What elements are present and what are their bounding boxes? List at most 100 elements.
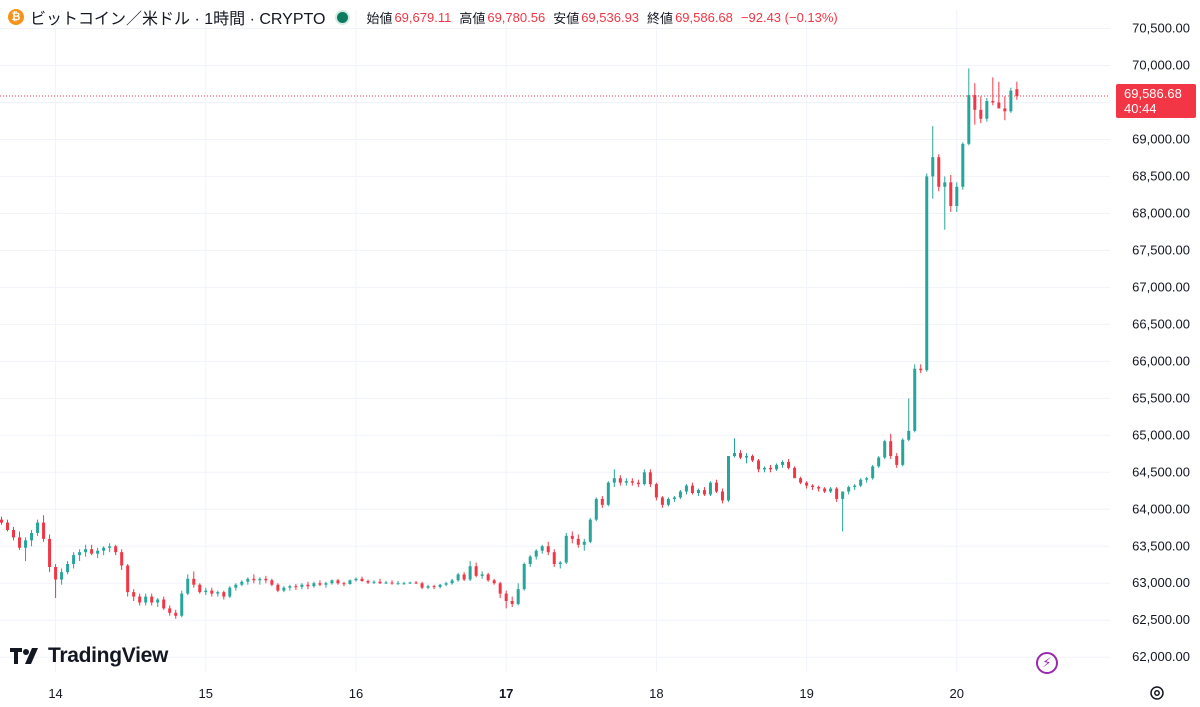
candle [492, 578, 496, 585]
candle-body [474, 566, 478, 576]
candle [336, 578, 340, 585]
candle [270, 578, 274, 587]
candle [859, 478, 863, 488]
candle [96, 547, 100, 559]
candle-body [444, 583, 448, 585]
candle-body [1015, 89, 1019, 97]
bar-countdown: 40:44 [1124, 101, 1157, 116]
lightning-icon[interactable]: ⚡ [1036, 652, 1058, 674]
gear-icon[interactable] [1148, 684, 1166, 702]
candle [955, 182, 959, 212]
candle [943, 176, 947, 230]
candle-body [841, 491, 845, 499]
candle-body [582, 541, 586, 545]
candle-body [877, 457, 881, 467]
market-status-dot-icon[interactable] [337, 11, 349, 23]
candle [180, 590, 184, 618]
candle-body [720, 491, 724, 501]
symbol-title[interactable]: ビットコイン／米ドル · 1時間 · CRYPTO [30, 11, 326, 28]
candle-body [240, 581, 244, 585]
candle [126, 564, 130, 597]
candle [871, 464, 875, 480]
candle [991, 77, 995, 106]
candle-body [42, 522, 46, 539]
candle [642, 469, 646, 486]
candle [901, 438, 905, 467]
candle [366, 579, 370, 584]
candle [12, 527, 16, 541]
candle-body [198, 584, 202, 593]
y-tick-label: 64,500.00 [1132, 464, 1190, 479]
candle-body [228, 587, 232, 597]
candle [0, 516, 4, 525]
candle [342, 581, 346, 587]
candle-body [678, 491, 682, 498]
candle [390, 580, 394, 585]
candle-body [991, 100, 995, 103]
candle [883, 439, 887, 459]
y-tick-label: 63,000.00 [1132, 575, 1190, 590]
candle-body [126, 565, 130, 593]
candle [624, 478, 628, 486]
y-tick-label: 66,000.00 [1132, 353, 1190, 368]
candle-body [408, 582, 412, 584]
candle [949, 174, 953, 212]
candle-body [1003, 108, 1007, 112]
high-value: 69,780.56 [487, 9, 546, 25]
candle [354, 577, 358, 582]
bitcoin-icon: ₿ [8, 9, 24, 25]
candle-body [546, 546, 550, 553]
candle-body [534, 550, 538, 557]
candle-body [606, 482, 610, 505]
candle-body [12, 529, 16, 538]
x-tick-label: 19 [799, 686, 813, 701]
candle [468, 561, 472, 582]
candle-body [973, 95, 977, 110]
candle [372, 580, 376, 584]
candle-body [276, 584, 280, 591]
candle [48, 534, 52, 573]
candle [414, 581, 418, 584]
candle-body [222, 592, 226, 597]
x-tick-label: 14 [48, 686, 62, 701]
candle [258, 577, 262, 585]
candle [102, 546, 106, 556]
candle [817, 485, 821, 492]
candle [739, 450, 743, 459]
candle [558, 561, 562, 569]
candle [889, 433, 893, 459]
candle-body [144, 596, 148, 603]
candle [684, 484, 688, 495]
candle-body [829, 488, 833, 492]
candle [823, 487, 827, 494]
candle [504, 590, 508, 609]
candle [138, 593, 142, 606]
candle [114, 544, 118, 556]
y-tick-label: 62,000.00 [1132, 649, 1190, 664]
candle-body [865, 478, 869, 480]
candle [66, 561, 70, 575]
candle-body [138, 596, 142, 603]
candle-body [925, 176, 929, 371]
time-axis[interactable]: 14 15 16 17 18 19 20 [48, 686, 964, 701]
logo-text: TradingView [48, 644, 169, 667]
candle-body [1009, 90, 1013, 112]
y-tick-label: 63,500.00 [1132, 538, 1190, 553]
candle [534, 549, 538, 560]
candle [246, 577, 250, 585]
tradingview-logo[interactable]: TradingView [10, 644, 168, 668]
candle-body [636, 482, 640, 485]
candle-body [997, 102, 1001, 109]
candle-body [60, 572, 64, 580]
candle [961, 142, 965, 190]
candle-body [745, 456, 749, 458]
candle-body [775, 464, 779, 470]
candle-body [594, 498, 598, 520]
candle [282, 586, 286, 593]
candle-body [823, 488, 827, 492]
candle-body [985, 100, 989, 119]
y-tick-label: 70,000.00 [1132, 57, 1190, 72]
candle [973, 83, 977, 125]
